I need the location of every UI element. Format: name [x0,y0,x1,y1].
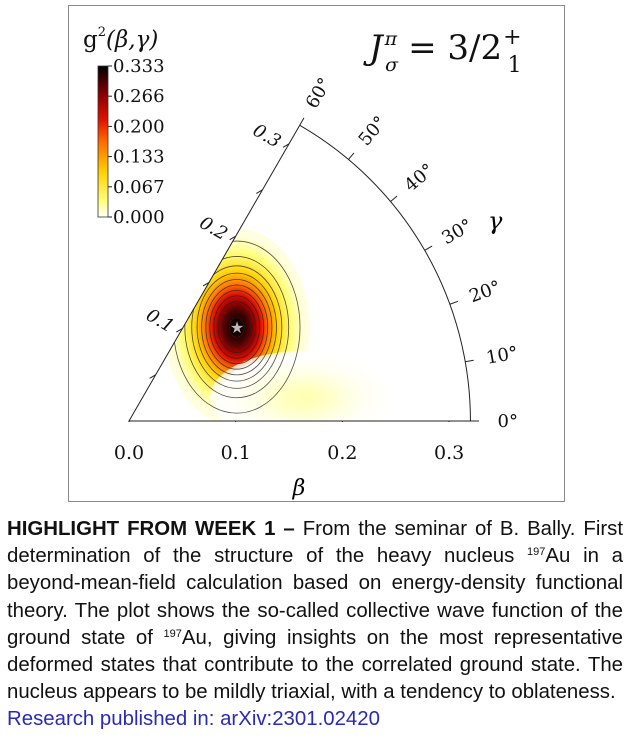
gamma-tick-label: 40° [401,160,439,197]
contour-line [196,272,277,382]
colorbar [97,65,109,218]
density-map [164,228,396,421]
contour-line [222,307,252,347]
beta-edge-tick [229,235,236,241]
gamma-tick [348,152,355,160]
gamma-tick-label: 30° [438,215,476,249]
colorbar-tick-label: 0.266 [113,86,165,107]
colorbar-tick-label: 0.200 [113,116,165,137]
contour-line [217,301,256,354]
figure-frame: 0° 10° 20° 30° 40° 50° 60° 0.0 0.1 0.2 0.3 0.1 0.2 0.… [68,5,565,502]
beta-edge-tick-label: 0.3 [249,120,284,153]
beta-edge-tick-label: 0.2 [196,212,231,245]
x-tick-label: 0.2 [327,442,357,464]
x-tick-label: 0.1 [221,442,251,464]
beta-gamma-plot: 0° 10° 20° 30° 40°50° 60° 0.0 0.1 0.2 0.3 0.1 0.2 0.… [83,25,522,501]
x-tick-label: 0.0 [114,442,144,464]
colorbar-tick-label: 0.133 [113,147,165,168]
contour-lines [173,240,301,414]
x-tick-label: 0.3 [434,442,464,464]
contour-line [213,295,261,359]
gamma-tick-label: 50° [355,112,392,150]
gamma-tick [390,195,398,202]
gamma-tick [299,117,305,126]
contour-line [228,316,245,338]
contour-line [184,256,290,399]
colorbar-tick-label: 0.000 [113,207,165,228]
x-axis-label: β [292,476,306,501]
gamma-tick-label: 60° [302,74,336,112]
caption-heading: HIGHLIGHT FROM WEEK 1 – [7,518,295,540]
colorbar-tick-label: 0.333 [113,56,165,77]
beta-edge-tick [256,189,263,194]
density-level [295,393,311,402]
peak-star-marker: ★ [230,320,244,337]
gamma-axis-label: γ [488,207,503,235]
gamma-tick-label: 10° [485,343,520,369]
gamma-tick-label: 20° [467,277,504,308]
beta-edge-tick [149,374,156,379]
gamma-tick [449,300,459,305]
caption: HIGHLIGHT FROM WEEK 1 – From the seminar… [7,516,623,734]
colorbar-label: g2(β,γ) [83,25,158,53]
gamma-tick [465,359,474,363]
arxiv-link[interactable]: Research published in: arXiv:2301.02420 [7,708,380,731]
gamma-tick-label: 0° [498,411,518,432]
colorbar-tick-label: 0.067 [113,177,165,198]
beta-edge-tick-label: 0.1 [142,305,177,338]
beta-edge-tick [202,281,210,287]
colorbar-ticks: 0.333 0.266 0.200 0.133 0.067 0.000 [108,56,165,228]
beta-edge-tick [176,328,183,333]
gamma-tick [424,245,433,251]
contour-line [191,265,283,389]
contour-line [201,278,273,376]
beta-edge-tick [282,143,290,148]
contour-line [209,290,265,365]
density-level [230,319,243,336]
contour-line [205,284,269,370]
